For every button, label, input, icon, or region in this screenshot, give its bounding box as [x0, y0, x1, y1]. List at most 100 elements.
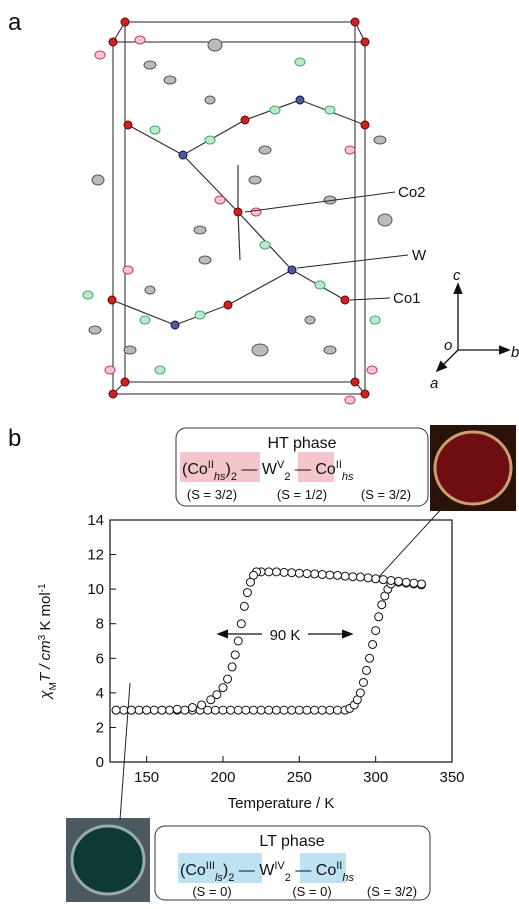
data-point [395, 577, 403, 585]
data-point [363, 666, 371, 674]
x-tick-label: 350 [439, 769, 464, 786]
data-point [272, 568, 280, 576]
spin-label: (S = 1/2) [277, 487, 327, 502]
data-point [387, 577, 395, 585]
y-tick-label: 2 [96, 719, 104, 736]
atom-label: Co2 [398, 184, 426, 201]
data-point [240, 602, 248, 610]
data-point [120, 706, 128, 714]
formula-part: — W [234, 862, 275, 879]
y-tick-label: 4 [96, 685, 104, 702]
formula-part: (Co [180, 862, 206, 879]
data-point [349, 573, 357, 581]
leader-line [376, 505, 445, 580]
y-tick-label: 10 [87, 581, 104, 598]
data-point [379, 576, 387, 584]
data-point [410, 579, 418, 587]
data-point [303, 706, 311, 714]
x-tick-label: 300 [363, 769, 388, 786]
data-point [366, 654, 374, 662]
x-axis-title: Temperature / K [228, 795, 335, 812]
formula-part: — Co [290, 461, 335, 478]
figure: a [0, 0, 519, 904]
formula-part: hs [342, 872, 354, 884]
data-point [257, 706, 265, 714]
data-point [375, 613, 383, 621]
data-point [356, 573, 364, 581]
formula-part: II [336, 860, 342, 872]
leader-line [245, 192, 395, 212]
leader-line [297, 255, 408, 268]
data-point [234, 706, 242, 714]
phase-title: LT phase [259, 833, 324, 850]
data-point [372, 575, 380, 583]
data-point [364, 574, 372, 582]
data-point [188, 704, 196, 712]
spin-label: (S = 3/2) [367, 884, 417, 899]
data-point [318, 570, 326, 578]
formula-part: — W [237, 461, 278, 478]
data-point [228, 663, 236, 671]
data-point [181, 706, 189, 714]
data-point [231, 651, 239, 659]
y-tick-label: 6 [96, 650, 104, 667]
data-point [250, 706, 258, 714]
y-axis-title: χMT / cm3 K mol-1 [37, 583, 59, 701]
leader-line [350, 298, 390, 300]
data-point [280, 568, 288, 576]
axis-label: o [444, 337, 452, 354]
axis-label: c [453, 267, 461, 284]
annotation: 90 K [270, 627, 301, 644]
axis-label: b [511, 344, 519, 361]
dish [72, 826, 144, 894]
panel-label: b [8, 425, 21, 452]
data-point [211, 706, 219, 714]
data-point [265, 568, 273, 576]
data-point [326, 706, 334, 714]
data-point [127, 706, 135, 714]
formula-part: IV [274, 860, 285, 872]
formula-part: — Co [291, 862, 336, 879]
data-point [242, 706, 250, 714]
data-point [295, 569, 303, 577]
data-point [198, 701, 206, 709]
formula-part: (Co [182, 461, 208, 478]
data-point [143, 706, 151, 714]
cobalt-atoms [108, 18, 369, 398]
spin-label: (S = 0) [292, 884, 331, 899]
phase-title: HT phase [267, 435, 336, 452]
data-point [173, 705, 181, 713]
data-point [246, 578, 254, 586]
data-point [311, 570, 319, 578]
y-tick-label: 12 [87, 547, 104, 564]
formula-part: III [206, 860, 215, 872]
data-point [318, 706, 326, 714]
y-tick-label: 8 [96, 616, 104, 633]
formula-part: hs [342, 471, 354, 483]
formula-part: II [336, 459, 342, 471]
data-point [158, 706, 166, 714]
axes-triad [437, 284, 509, 371]
y-tick-label: 14 [87, 512, 104, 529]
data-point [288, 706, 296, 714]
axis-label: a [430, 375, 438, 392]
data-point [295, 706, 303, 714]
spin-label: (S = 3/2) [361, 487, 411, 502]
formula-part: hs [214, 471, 226, 483]
x-tick-label: 200 [210, 769, 235, 786]
spin-label: (S = 3/2) [187, 487, 237, 502]
data-point [243, 589, 251, 597]
data-point [372, 627, 380, 635]
formula-part: V [277, 459, 285, 471]
data-point [303, 570, 311, 578]
y-tick-label: 0 [96, 754, 104, 771]
data-point [224, 675, 232, 683]
data-point [333, 706, 341, 714]
data-point [227, 706, 235, 714]
x-tick-label: 150 [134, 769, 159, 786]
panel-label: a [8, 9, 22, 36]
spin-label: (S = 0) [192, 884, 231, 899]
x-tick-label: 250 [287, 769, 312, 786]
formula-part: II [208, 459, 214, 471]
data-point [311, 706, 319, 714]
